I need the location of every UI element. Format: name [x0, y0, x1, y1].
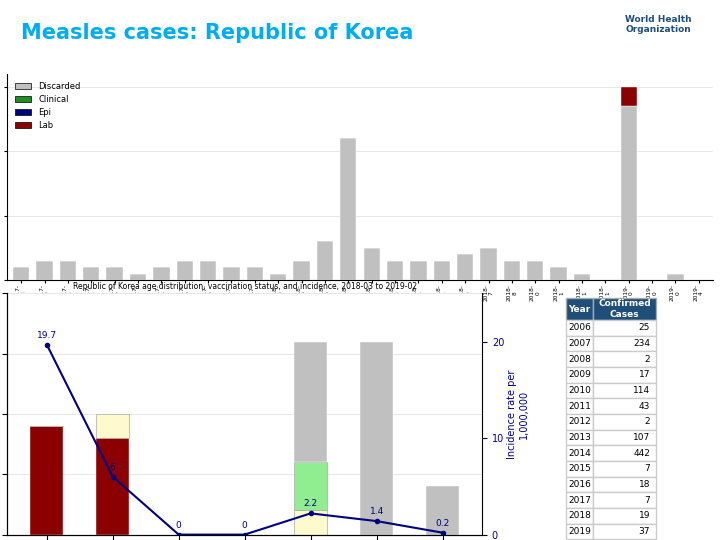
Bar [294, 510, 327, 535]
X-axis label: Month of
onset: Month of onset [337, 304, 383, 326]
Bar [30, 426, 63, 535]
Bar [294, 342, 327, 462]
Bar [574, 274, 590, 280]
Bar [223, 267, 240, 280]
Legend: Discarded, Clinical, Epi, Lab: Discarded, Clinical, Epi, Lab [12, 78, 84, 133]
Bar [667, 274, 683, 280]
Bar [504, 261, 520, 280]
Bar [364, 248, 380, 280]
Bar [527, 261, 544, 280]
Bar [294, 261, 310, 280]
Bar [37, 261, 53, 280]
Text: 0.2: 0.2 [436, 519, 450, 528]
Bar [433, 261, 450, 280]
Bar [426, 487, 459, 535]
Bar [247, 267, 263, 280]
Bar [294, 462, 327, 510]
Bar [107, 267, 123, 280]
Bar [360, 342, 393, 535]
Text: 0: 0 [176, 521, 181, 530]
Bar [83, 267, 99, 280]
Text: Measles cases: Republic of Korea: Measles cases: Republic of Korea [22, 23, 414, 43]
Bar [340, 138, 356, 280]
Text: 19.7: 19.7 [37, 330, 57, 340]
Bar [550, 267, 567, 280]
Text: 6: 6 [110, 463, 116, 472]
Bar [621, 87, 637, 106]
Bar [387, 261, 403, 280]
Bar [317, 241, 333, 280]
Text: 2.2: 2.2 [304, 500, 318, 509]
Text: 1.4: 1.4 [369, 507, 384, 516]
Bar [96, 414, 129, 438]
Bar [176, 261, 193, 280]
Bar [153, 267, 170, 280]
Bar [410, 261, 426, 280]
Bar [96, 438, 129, 535]
Bar [457, 254, 473, 280]
Text: World Health
Organization: World Health Organization [625, 15, 692, 35]
Bar [270, 274, 287, 280]
Title: Republic of Korea age distribution, vaccination status, and incidence, 2018-03 t: Republic of Korea age distribution, vacc… [73, 282, 417, 291]
Y-axis label: Incidence rate per
1,000,000: Incidence rate per 1,000,000 [507, 369, 528, 458]
Bar [13, 267, 30, 280]
Bar [60, 261, 76, 280]
Bar [200, 261, 216, 280]
Bar [621, 106, 637, 280]
Text: 0: 0 [242, 521, 248, 530]
Bar [480, 248, 497, 280]
Bar [130, 274, 146, 280]
